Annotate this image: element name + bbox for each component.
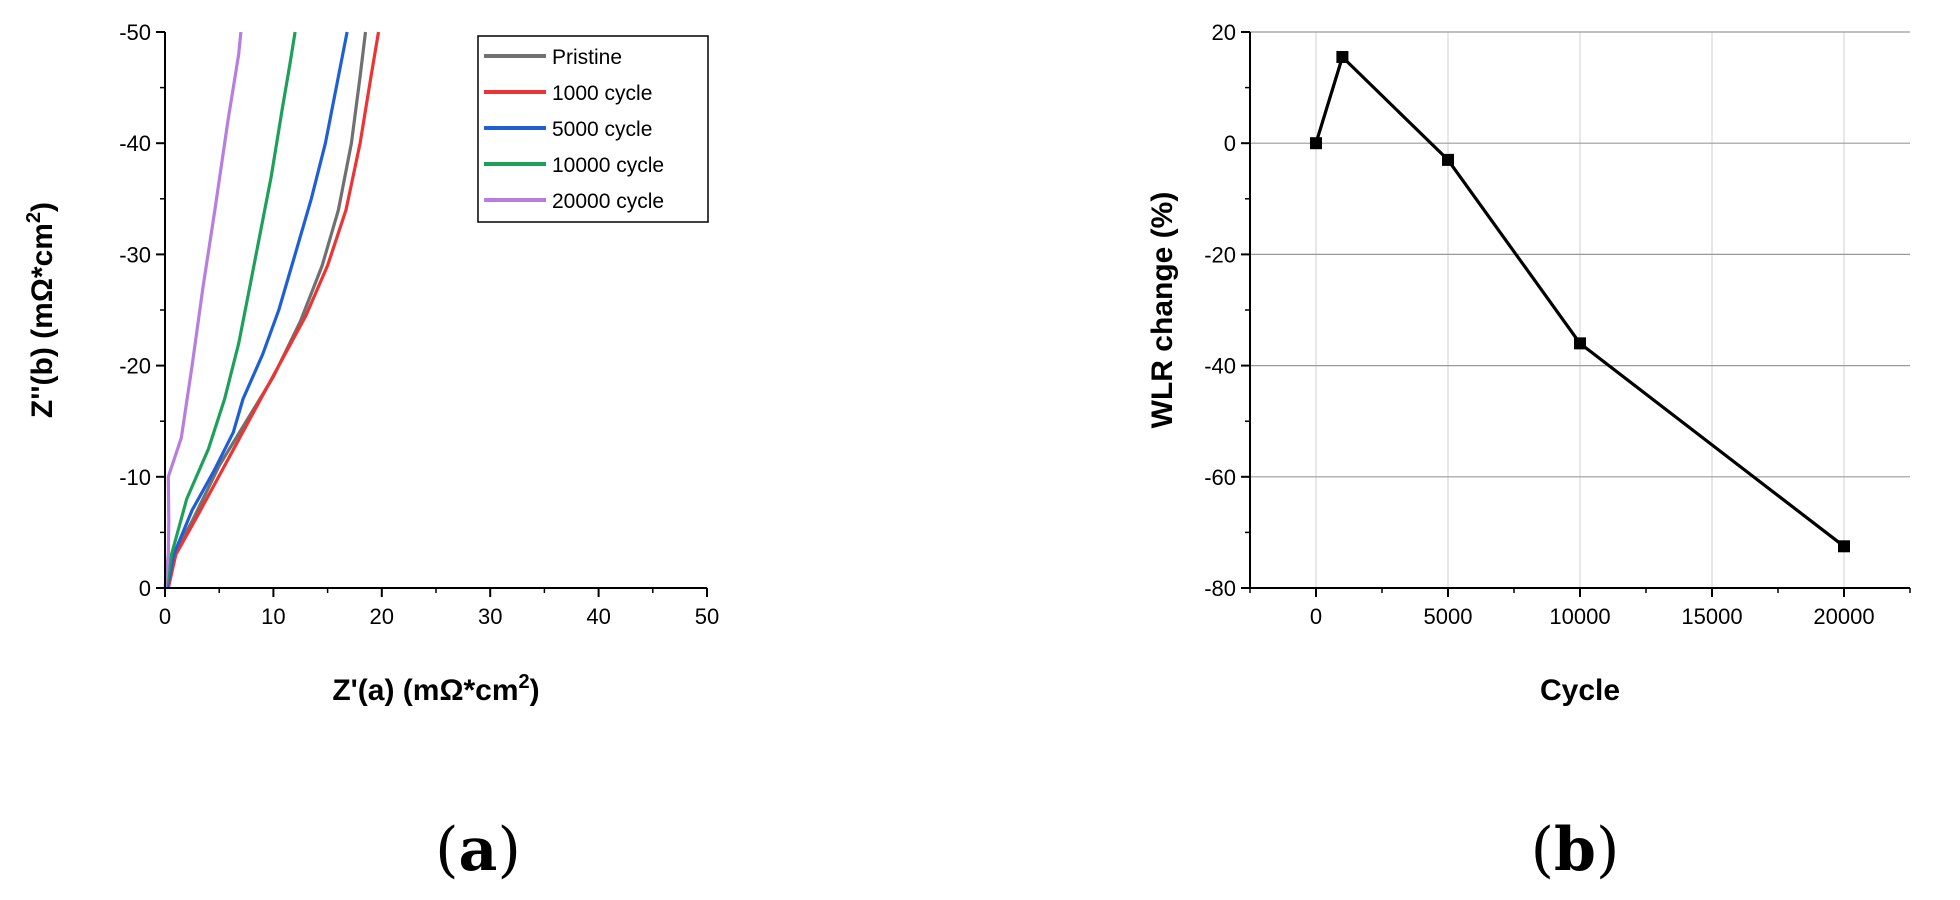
legend-label: 20000 cycle [552, 190, 664, 213]
x-tick-label: 40 [586, 604, 610, 629]
y-tick-label: -40 [119, 131, 151, 156]
panel-b-wlr-change-plot: 0 5000 10000 15000 20000 -80 -60 -40 -20 0 20 Cycl… [1146, 20, 1911, 885]
panel-a-nyquist-plot: 0 10 20 30 40 50 0 -10 -20 -30 -40 -50 Pristine 1000… [23, 20, 719, 885]
data-point-marker [1336, 51, 1349, 64]
panel-b-label: (b) [1531, 815, 1620, 885]
panel-b-y-axis-title: WLR change (%) [1146, 192, 1179, 429]
y-tick-label: -80 [1204, 576, 1236, 601]
data-point-marker [1574, 337, 1586, 350]
panel-a-y-axis-title: Z''(b) (mΩ*cm2) [23, 202, 59, 418]
series-line-4 [164, 31, 297, 589]
x-tick-label: 5000 [1424, 604, 1473, 629]
legend-label: 1000 cycle [552, 82, 652, 105]
panel-b-series [1310, 51, 1850, 553]
panel-a-ticks: 0 10 20 30 40 50 0 -10 -20 -30 -40 -50 [119, 20, 719, 629]
y-tick-label: -60 [1204, 465, 1236, 490]
y-tick-label: 0 [1224, 131, 1236, 156]
panel-a-label: (a) [435, 815, 521, 885]
data-point-marker [1310, 137, 1322, 150]
legend-label: 5000 cycle [552, 118, 652, 141]
x-tick-label: 0 [159, 604, 171, 629]
x-tick-label: 10 [261, 604, 285, 629]
series-line-3 [165, 31, 349, 589]
y-tick-label: -20 [1204, 242, 1236, 267]
panel-b-ticks: 0 5000 10000 15000 20000 -80 -60 -40 -20 0 20 [1204, 20, 1911, 629]
legend-label: 10000 cycle [552, 154, 664, 177]
legend-label: Pristine [552, 46, 622, 69]
series-line-2 [166, 31, 381, 589]
x-tick-label: 15000 [1681, 604, 1742, 629]
panel-a-legend: Pristine 1000 cycle 5000 cycle 10000 cycle 2… [477, 35, 709, 223]
x-tick-label: 50 [695, 604, 719, 629]
x-tick-label: 30 [478, 604, 502, 629]
x-tick-label: 20 [370, 604, 394, 629]
panel-a-series-lines [163, 31, 381, 589]
panel-b-gridlines [1250, 31, 1910, 589]
y-tick-label: -10 [119, 465, 151, 490]
y-tick-label: 0 [139, 576, 151, 601]
panel-b-x-axis-title: Cycle [1540, 674, 1620, 707]
x-tick-label: 20000 [1813, 604, 1874, 629]
data-point-marker [1442, 153, 1454, 166]
x-tick-label: 10000 [1549, 604, 1610, 629]
x-tick-label: 0 [1310, 604, 1322, 629]
y-tick-label: -30 [119, 242, 151, 267]
data-point-marker [1838, 540, 1850, 553]
y-tick-label: -20 [119, 354, 151, 379]
series-line-5 [163, 31, 243, 589]
y-tick-label: -40 [1204, 354, 1236, 379]
panel-a-x-axis-title: Z'(a) (mΩ*cm2) [332, 671, 539, 707]
y-tick-label: -50 [119, 20, 151, 45]
y-tick-label: 20 [1212, 20, 1236, 45]
